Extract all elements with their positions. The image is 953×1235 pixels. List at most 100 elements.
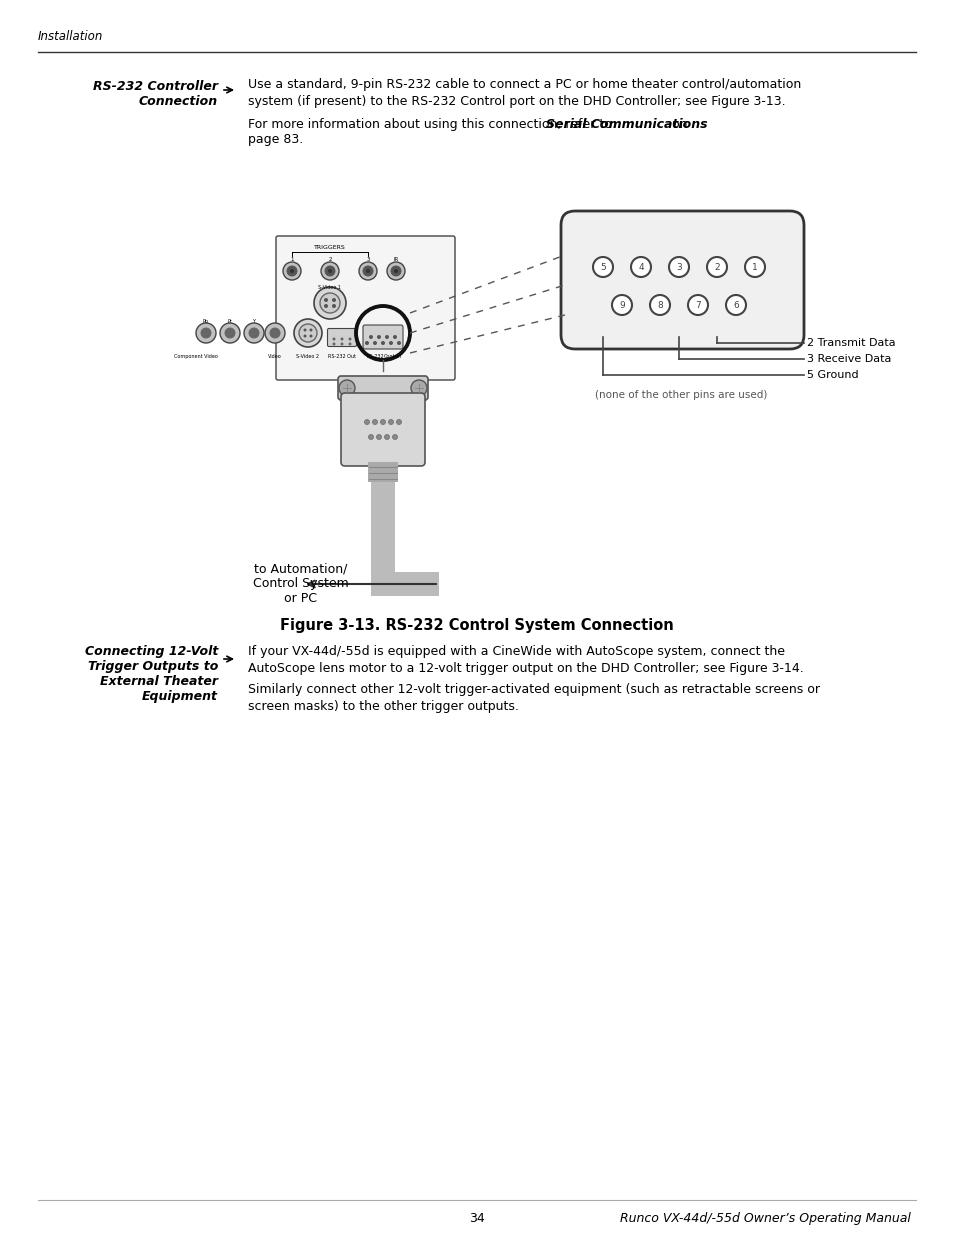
Text: Pb: Pb [203,319,209,324]
Circle shape [298,324,316,342]
Text: 5 Ground: 5 Ground [806,370,858,380]
Text: If your VX-44d/-55d is equipped with a CineWide with AutoScope system, connect t: If your VX-44d/-55d is equipped with a C… [248,645,803,676]
Circle shape [376,435,381,440]
Text: 3: 3 [366,257,370,262]
Text: Y: Y [253,319,255,324]
Text: 3: 3 [676,263,681,272]
Circle shape [380,341,385,345]
Text: Runco VX-44d/-55d Owner’s Operating Manual: Runco VX-44d/-55d Owner’s Operating Manu… [619,1212,910,1225]
Text: 2: 2 [714,263,720,272]
Text: Similarly connect other 12-volt trigger-activated equipment (such as retractable: Similarly connect other 12-volt trigger-… [248,683,820,713]
Bar [368,462,397,482]
Text: 34: 34 [469,1212,484,1225]
Text: 7: 7 [695,300,700,310]
Text: 2 Transmit Data: 2 Transmit Data [806,338,895,348]
FancyBboxPatch shape [275,236,455,380]
Circle shape [364,420,369,425]
FancyBboxPatch shape [327,329,356,347]
Text: Control: Control [384,354,401,359]
FancyBboxPatch shape [560,211,803,350]
Circle shape [365,341,369,345]
Circle shape [332,304,335,308]
Circle shape [630,257,650,277]
Text: 6: 6 [732,300,739,310]
Circle shape [333,337,335,341]
Circle shape [368,435,374,440]
Circle shape [283,262,301,280]
Circle shape [725,295,745,315]
Circle shape [249,329,258,338]
Circle shape [324,298,328,303]
Circle shape [333,342,335,346]
Circle shape [593,257,613,277]
Circle shape [649,295,669,315]
Text: RS-232: RS-232 [366,354,383,359]
Circle shape [332,298,335,303]
Circle shape [290,269,294,273]
FancyBboxPatch shape [340,393,424,466]
Text: Pr: Pr [228,319,233,324]
Circle shape [396,341,400,345]
Circle shape [372,420,377,425]
Circle shape [612,295,631,315]
Circle shape [319,293,339,312]
Circle shape [393,335,396,338]
Text: 5: 5 [599,263,605,272]
Text: Video: Video [268,354,281,359]
Circle shape [744,257,764,277]
Text: RS-232 Controller
Connection: RS-232 Controller Connection [92,80,218,107]
Text: 8: 8 [657,300,662,310]
Text: IR: IR [393,257,398,262]
Circle shape [294,319,322,347]
Circle shape [340,342,343,346]
Text: 9: 9 [618,300,624,310]
Circle shape [388,420,393,425]
Text: S-Video 2: S-Video 2 [296,354,319,359]
Circle shape [265,324,285,343]
Circle shape [338,380,355,396]
Circle shape [348,342,351,346]
Circle shape [270,329,280,338]
Text: Installation: Installation [38,30,103,43]
Circle shape [376,335,380,338]
Circle shape [340,337,343,341]
FancyBboxPatch shape [363,325,402,350]
Circle shape [391,266,400,275]
Circle shape [385,335,389,338]
Circle shape [411,380,427,396]
Text: RS-232 Out: RS-232 Out [328,354,355,359]
Text: 4: 4 [638,263,643,272]
Circle shape [320,262,338,280]
Text: Connecting 12-Volt
Trigger Outputs to
External Theater
Equipment: Connecting 12-Volt Trigger Outputs to Ex… [85,645,218,703]
Circle shape [363,266,373,275]
Text: Serial Communications: Serial Communications [545,119,707,131]
Circle shape [394,269,397,273]
Circle shape [668,257,688,277]
Circle shape [195,324,215,343]
Circle shape [706,257,726,277]
Circle shape [387,262,405,280]
Circle shape [389,341,393,345]
Bar [371,482,395,572]
Circle shape [225,329,234,338]
Text: 3 Receive Data: 3 Receive Data [806,354,890,364]
Circle shape [309,335,313,337]
FancyBboxPatch shape [337,375,428,400]
Text: Component Video: Component Video [173,354,217,359]
Text: page 83.: page 83. [248,133,303,146]
Circle shape [220,324,240,343]
Circle shape [687,295,707,315]
Text: Use a standard, 9-pin RS-232 cable to connect a PC or home theater control/autom: Use a standard, 9-pin RS-232 cable to co… [248,78,801,107]
Text: to Automation/
Control System
or PC: to Automation/ Control System or PC [253,562,349,605]
Circle shape [201,329,211,338]
Circle shape [392,435,397,440]
Text: (none of the other pins are used): (none of the other pins are used) [595,390,766,400]
Circle shape [303,335,306,337]
Circle shape [324,304,328,308]
Text: 1: 1 [290,257,294,262]
Circle shape [303,329,306,331]
Text: S-Video 1: S-Video 1 [318,285,341,290]
Circle shape [314,287,346,319]
Text: 2: 2 [328,257,332,262]
Text: on: on [667,119,686,131]
